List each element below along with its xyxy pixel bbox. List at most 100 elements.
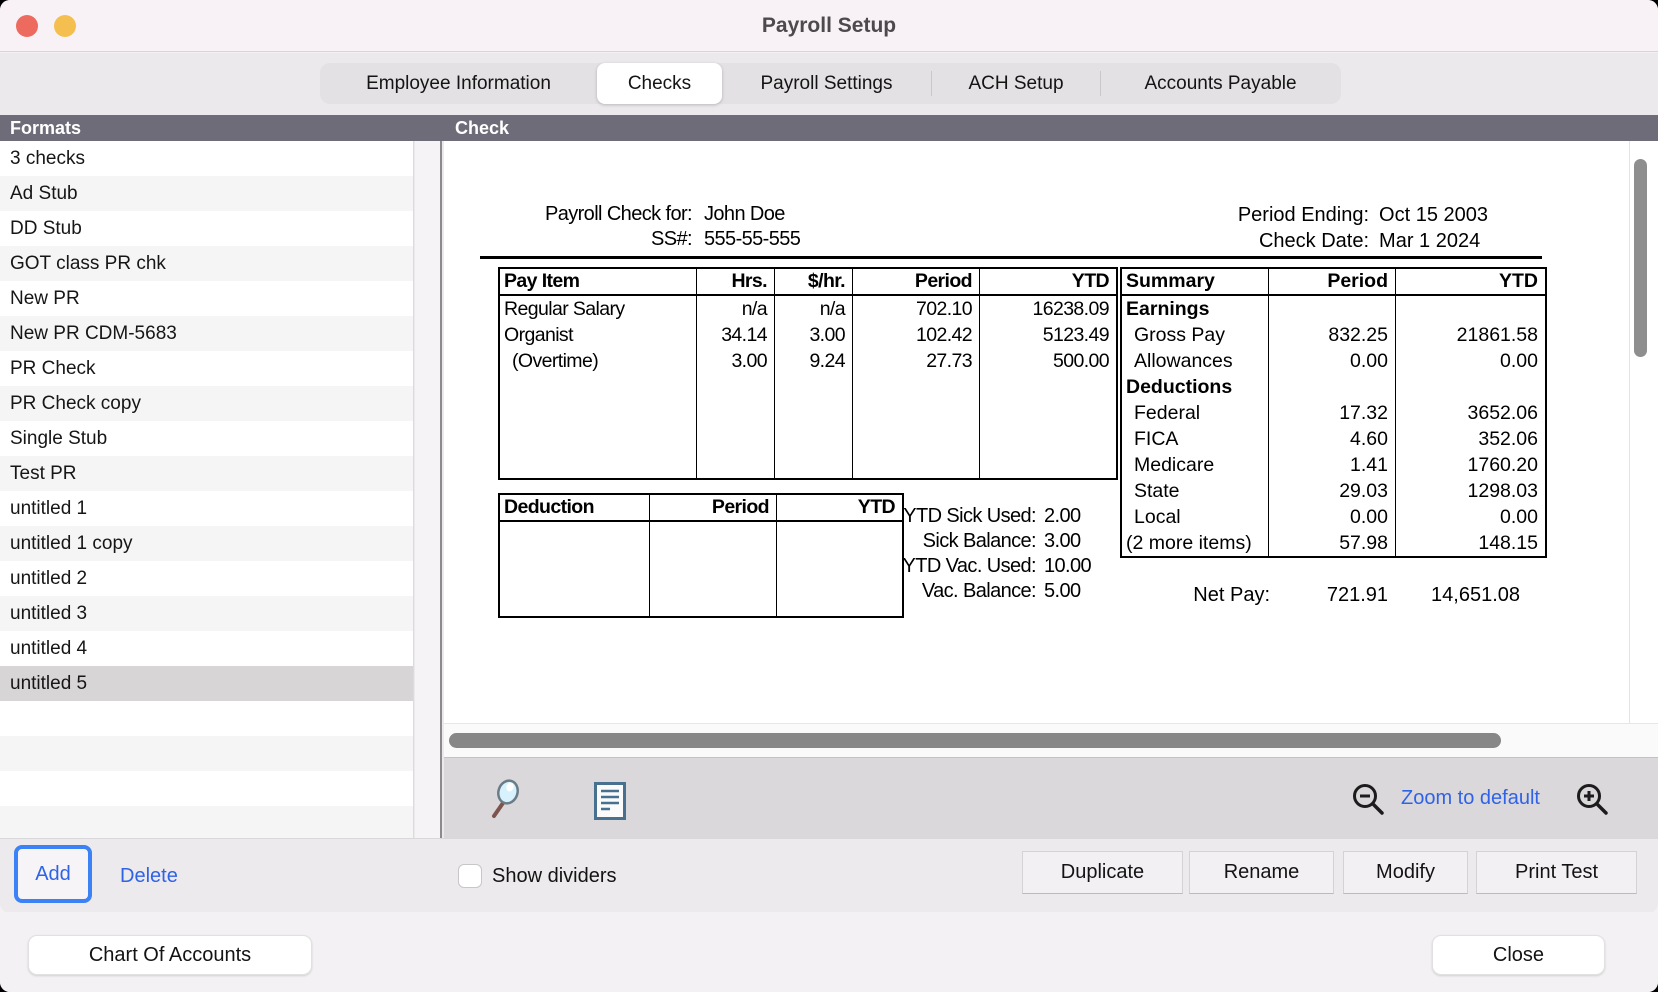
formats-list: 3 checks Ad Stub DD Stub GOT class PR ch… (0, 141, 414, 838)
magnifier-icon[interactable] (488, 778, 522, 820)
list-item[interactable]: Single Stub (10, 428, 108, 449)
summary-cell (1396, 374, 1545, 400)
list-item[interactable]: Ad Stub (0, 176, 413, 211)
check-date-value: Mar 1 2024 (1379, 230, 1481, 252)
close-window-icon[interactable] (16, 15, 38, 37)
pay-table-header: Pay Item (500, 269, 697, 296)
chart-of-accounts-button[interactable]: Chart Of Accounts (28, 935, 312, 975)
deduction-header: YTD (777, 495, 902, 522)
list-item[interactable]: untitled 1 copy (0, 526, 413, 561)
summary-cell: 352.06 (1478, 428, 1538, 450)
summary-cell: 0.00 (1500, 350, 1538, 372)
summary-cell: 832.25 (1269, 322, 1396, 348)
zoom-to-default-link[interactable]: Zoom to default (1401, 787, 1540, 809)
pay-table-header: Period (853, 269, 980, 296)
pay-cell: 34.14 (697, 322, 775, 348)
tab-ach-setup[interactable]: ACH Setup (968, 72, 1064, 94)
summary-cell: 148.15 (1478, 532, 1538, 554)
pay-table-header: $/hr. (775, 269, 853, 296)
formats-header: Formats (10, 118, 82, 138)
list-item[interactable]: untitled 4 (10, 638, 88, 659)
list-item[interactable]: untitled 1 (10, 498, 88, 519)
add-button[interactable]: Add (14, 845, 92, 903)
summary-cell: 17.32 (1269, 400, 1396, 426)
ssn-label: SS#: (651, 228, 693, 250)
pay-cell: 102.42 (853, 322, 980, 348)
minimize-window-icon[interactable] (54, 15, 76, 37)
leave-balances: YTD Sick Used: 2.00 Sick Balance: 3.00 Y… (880, 504, 1092, 604)
zoom-in-icon[interactable] (1576, 783, 1610, 817)
list-empty-row (0, 771, 413, 806)
pay-cell: Organist (500, 322, 697, 348)
list-item[interactable]: DD Stub (10, 218, 82, 239)
pay-cell: 3.00 (697, 348, 775, 374)
pay-table-header: Hrs. (697, 269, 775, 296)
title-bar: Payroll Setup (0, 0, 1658, 52)
list-item[interactable]: PR Check copy (0, 386, 413, 421)
summary-cell: (2 more items) (1122, 530, 1269, 556)
net-pay-label: Net Pay: (1193, 584, 1270, 606)
summary-cell: Medicare (1122, 452, 1269, 478)
summary-cell: Gross Pay (1122, 322, 1269, 348)
list-item[interactable]: GOT class PR chk (0, 246, 413, 281)
preview-horizontal-scrollbar[interactable] (444, 723, 1658, 757)
vertical-scroll-thumb[interactable] (1634, 159, 1647, 357)
show-dividers-checkbox[interactable] (458, 864, 482, 888)
format-actions-bar: Add Delete Show dividers Duplicate Renam… (0, 838, 1658, 912)
summary-cell: 57.98 (1269, 530, 1396, 556)
list-item[interactable]: Test PR (0, 456, 413, 491)
rename-button[interactable]: Rename (1189, 851, 1334, 894)
delete-button[interactable]: Delete (120, 865, 178, 887)
tab-payroll-settings[interactable]: Payroll Settings (760, 72, 893, 94)
leave-label: YTD Sick Used: (903, 505, 1036, 527)
modify-button[interactable]: Modify (1343, 851, 1468, 894)
payee-block: Payroll Check for: John Doe SS#: 555-55-… (524, 202, 801, 252)
list-item[interactable]: New PR CDM-5683 (0, 316, 413, 351)
print-test-button[interactable]: Print Test (1476, 851, 1637, 894)
pay-cell: 702.10 (853, 296, 980, 322)
list-item[interactable]: PR Check (10, 358, 96, 379)
pay-cell: 500.00 (1052, 350, 1110, 372)
list-item-selected[interactable]: untitled 5 (0, 666, 413, 701)
preview-toolbar: Zoom to default (444, 757, 1658, 838)
summary-cell: 0.00 (1269, 504, 1396, 530)
close-button[interactable]: Close (1432, 935, 1605, 975)
summary-header: YTD (1396, 269, 1545, 296)
period-ending-value: Oct 15 2003 (1379, 204, 1488, 226)
pay-cell: 5123.49 (1042, 324, 1110, 346)
dates-block: Period Ending: Oct 15 2003 Check Date: M… (1238, 202, 1488, 254)
summary-cell: 29.03 (1269, 478, 1396, 504)
tab-employee-information[interactable]: Employee Information (366, 72, 551, 94)
summary-cell: Local (1122, 504, 1269, 530)
pay-cell-empty (697, 374, 775, 478)
duplicate-button[interactable]: Duplicate (1022, 851, 1183, 894)
pay-cell: n/a (775, 296, 853, 322)
preview-vertical-scrollbar[interactable] (1629, 141, 1651, 723)
zoom-out-icon[interactable] (1352, 783, 1386, 817)
tab-checks[interactable]: Checks (597, 63, 722, 104)
list-item[interactable]: untitled 3 (0, 596, 413, 631)
leave-label: Sick Balance: (922, 530, 1037, 552)
leave-label: Vac. Balance: (921, 580, 1037, 602)
summary-cell: 1760.20 (1467, 454, 1539, 476)
content-area: Employee Information Checks Payroll Sett… (0, 53, 1658, 913)
list-item[interactable]: untitled 2 (10, 568, 88, 589)
page-title: Payroll Setup (761, 14, 897, 37)
summary-header: Summary (1122, 269, 1269, 296)
document-layout-icon[interactable] (594, 782, 626, 820)
deduction-header: Period (650, 495, 777, 522)
summary-cell: Deductions (1122, 374, 1269, 400)
tab-accounts-payable[interactable]: Accounts Payable (1144, 72, 1297, 94)
list-item[interactable]: 3 checks (10, 148, 85, 169)
list-empty-row (0, 736, 413, 771)
list-item[interactable]: New PR (10, 288, 80, 309)
pay-cell: Regular Salary (500, 296, 697, 322)
horizontal-scroll-thumb[interactable] (449, 733, 1501, 748)
tab-bar: Employee Information Checks Payroll Sett… (320, 63, 1341, 104)
tab-divider (931, 71, 932, 96)
check-date-label: Check Date: (1258, 230, 1370, 252)
summary-cell: 4.60 (1269, 426, 1396, 452)
summary-cell: State (1122, 478, 1269, 504)
pay-cell-empty (500, 374, 697, 478)
